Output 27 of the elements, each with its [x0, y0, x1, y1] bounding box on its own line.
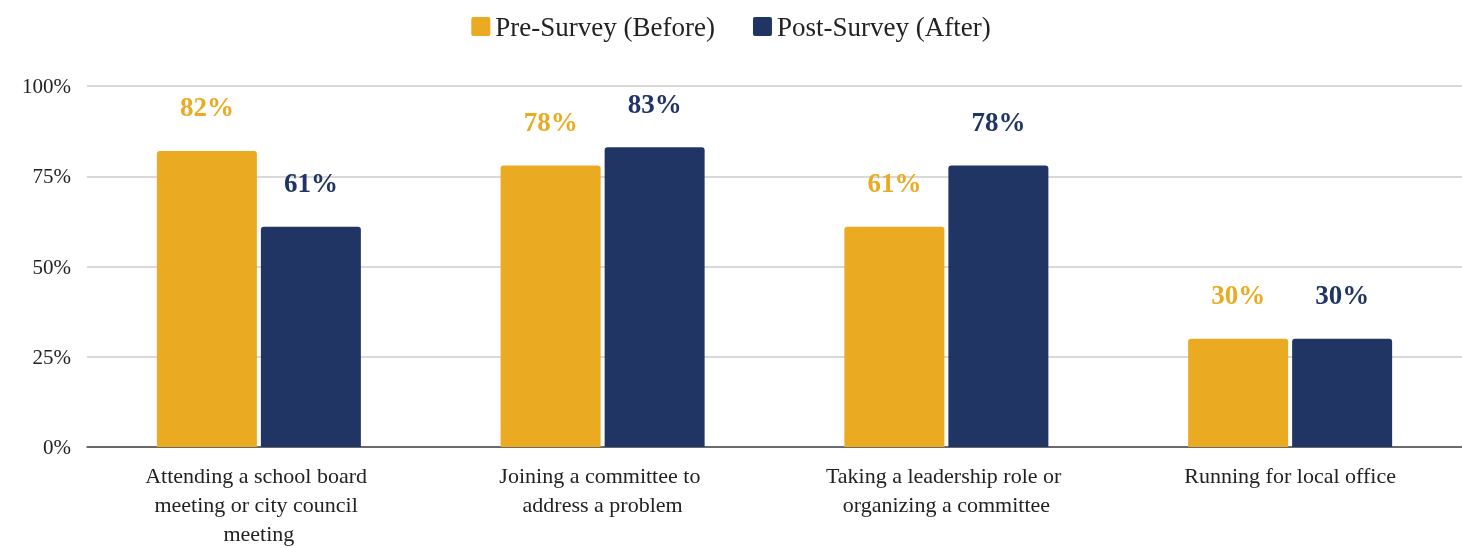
bar — [500, 165, 601, 447]
data-label: 30% — [1211, 280, 1266, 311]
data-label: 30% — [1315, 280, 1370, 311]
data-label: 78% — [971, 106, 1026, 137]
x-tick-label: Taking a leadership role or organizing a committee — [825, 463, 1067, 517]
data-label: 61% — [867, 168, 922, 199]
y-tick-label: 100% — [22, 74, 71, 98]
data-label: 82% — [179, 92, 234, 123]
y-tick-label: 50% — [32, 254, 71, 279]
bar — [1188, 338, 1289, 447]
legend-label: Post-Survey (After) — [776, 11, 991, 42]
x-tick-label: Joining a committee to address a problem — [499, 463, 706, 517]
data-label: 78% — [523, 106, 578, 137]
x-tick-label: Attending a school board meeting or city council meeting — [145, 463, 373, 546]
y-tick-label: 75% — [32, 164, 71, 189]
data-label: 83% — [627, 88, 682, 119]
legend-label: Pre-Survey (Before) — [495, 11, 715, 42]
bar — [604, 147, 705, 447]
y-tick-label: 0% — [43, 435, 71, 459]
bar — [156, 150, 257, 447]
bar — [1292, 338, 1393, 447]
bar — [948, 165, 1049, 447]
x-tick-label: Running for local office — [1184, 463, 1396, 488]
data-label: 61% — [283, 168, 338, 199]
y-tick-label: 25% — [32, 344, 71, 369]
bar — [844, 226, 945, 447]
bar — [260, 226, 361, 447]
